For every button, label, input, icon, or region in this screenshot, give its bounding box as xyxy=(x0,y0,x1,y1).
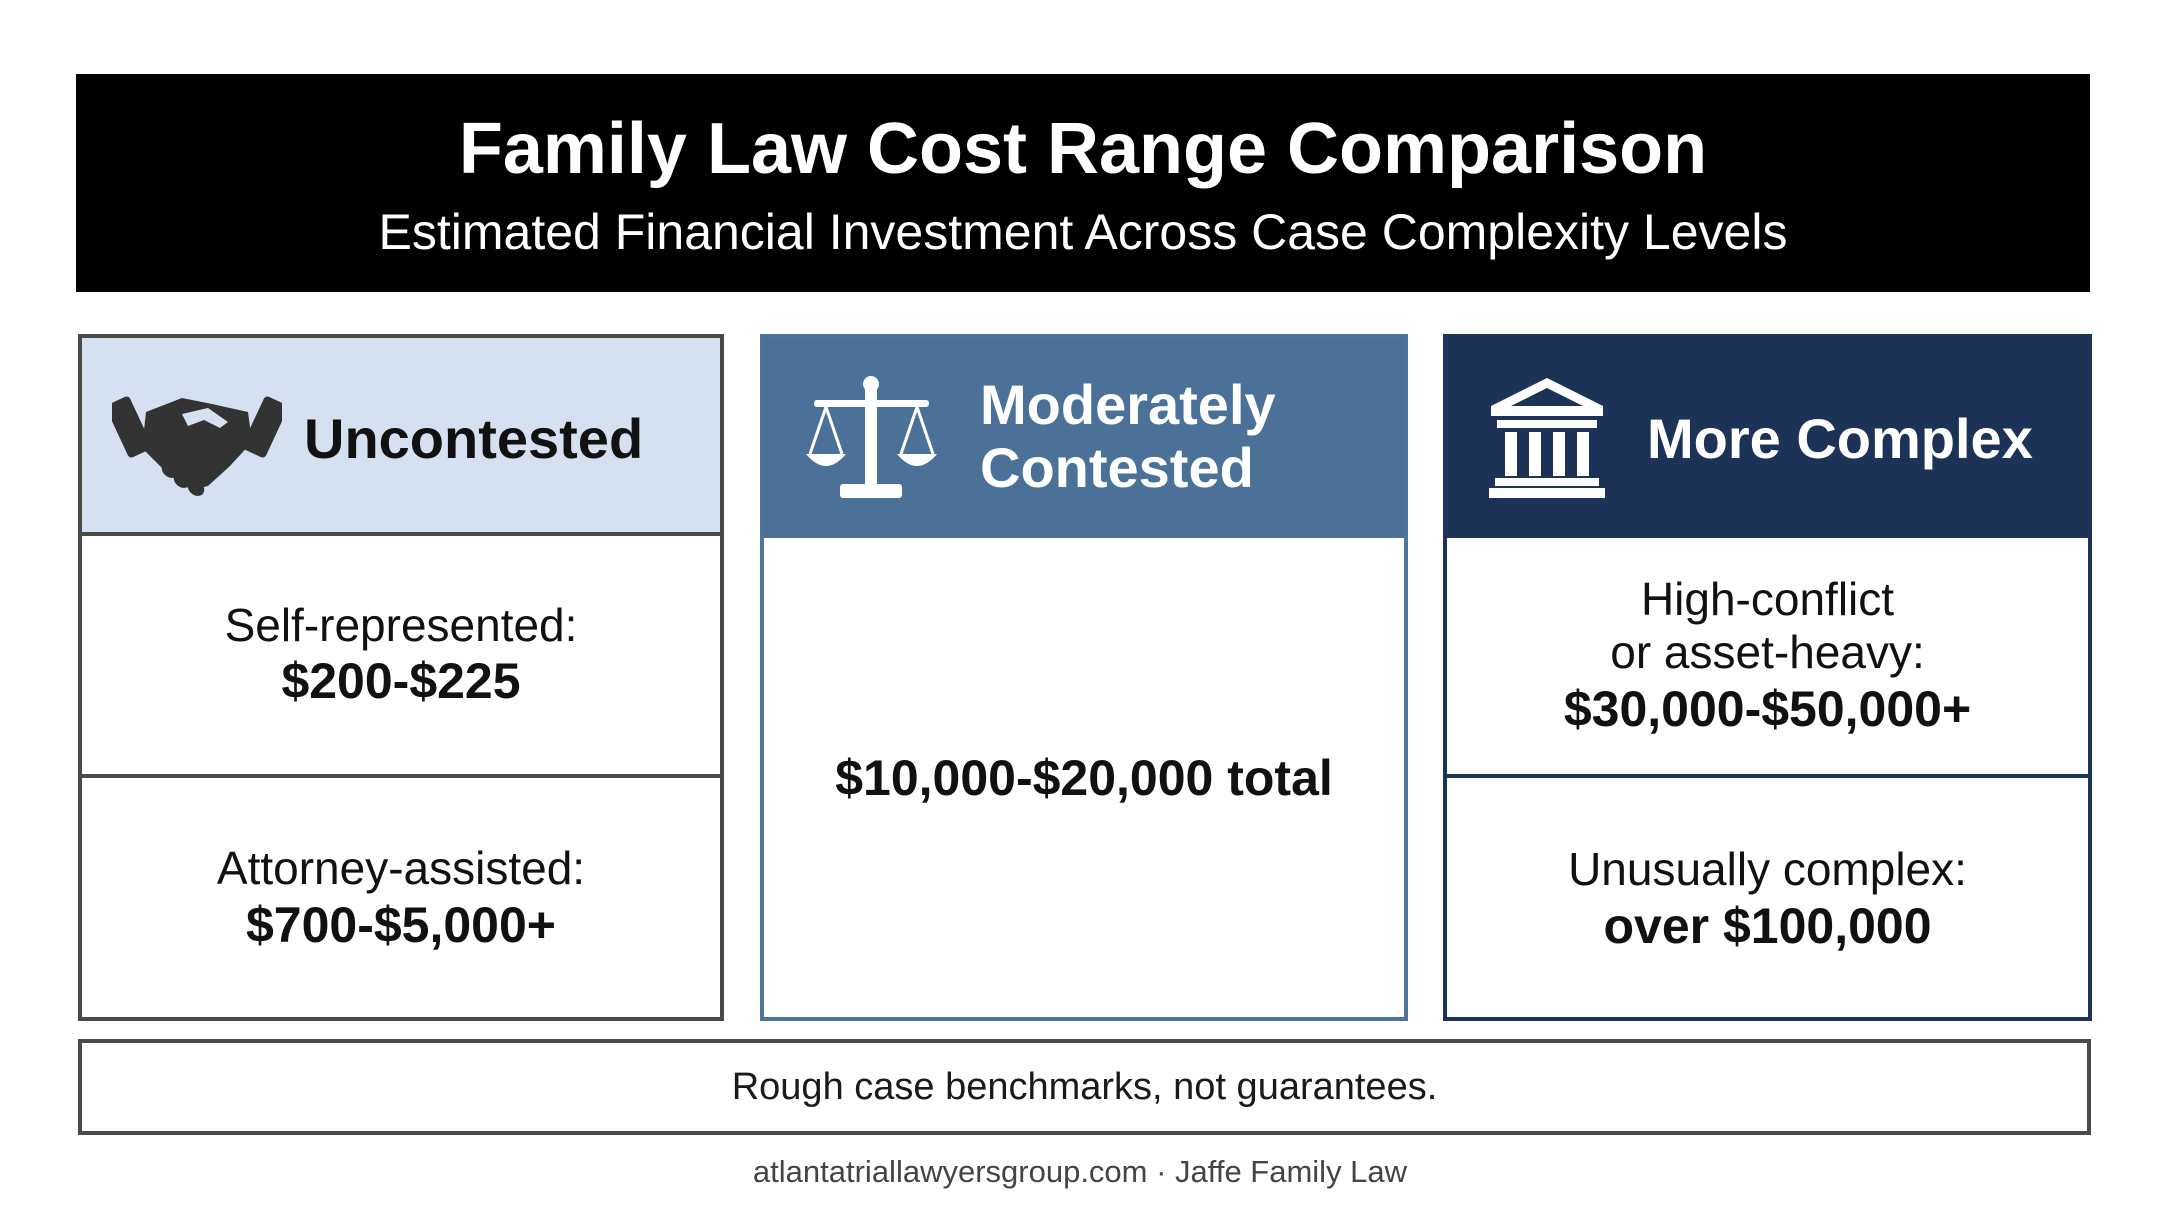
attorney-assisted-label: Attorney-assisted: xyxy=(216,842,586,895)
handshake-icon xyxy=(106,378,288,498)
moderately-contested-card: Moderately Contested $10,000-$20,000 tot… xyxy=(760,334,1408,1021)
moderately-contested-title-line1: Moderately xyxy=(980,373,1276,436)
uncontested-card-header: Uncontested xyxy=(82,338,720,536)
high-conflict-amount: $30,000-$50,000+ xyxy=(1563,680,1972,737)
footer-source: atlantatriallawyersgroup.com · Jaffe Fam… xyxy=(752,1154,1408,1189)
self-represented-label: Self-represented: xyxy=(224,598,578,651)
uncontested-title: Uncontested xyxy=(304,407,644,470)
more-complex-card-header: More Complex xyxy=(1447,338,2088,538)
moderately-contested-total-cell: $10,000-$20,000 total xyxy=(764,538,1404,1017)
moderately-contested-title-line2: Contested xyxy=(980,435,1254,499)
attorney-assisted-amount: $700-$5,000+ xyxy=(245,896,556,953)
unusually-complex-amount: over $100,000 xyxy=(1603,897,1932,954)
self-represented-cell: Self-represented: $200-$225 xyxy=(82,536,720,778)
unusually-complex-label: Unusually complex: xyxy=(1568,843,1967,896)
high-conflict-label-line2: or asset-heavy: xyxy=(1610,626,1925,678)
more-complex-title: More Complex xyxy=(1647,407,2033,470)
more-complex-card: More Complex High-conflict or asset-heav… xyxy=(1443,334,2092,1021)
attorney-assisted-cell: Attorney-assisted: $700-$5,000+ xyxy=(82,780,720,1017)
moderately-contested-amount: $10,000-$20,000 total xyxy=(835,749,1333,806)
high-conflict-label-line1: High-conflict xyxy=(1640,573,1895,626)
unusually-complex-cell: Unusually complex: over $100,000 xyxy=(1447,782,2088,1017)
page-title: Family Law Cost Range Comparison xyxy=(458,109,1708,189)
moderately-contested-title: Moderately Contested xyxy=(980,373,1276,499)
disclaimer-note: Rough case benchmarks, not guarantees. xyxy=(78,1039,2091,1135)
high-conflict-cell: High-conflict or asset-heavy: $30,000-$5… xyxy=(1447,538,2088,778)
scales-of-justice-icon xyxy=(804,374,939,504)
uncontested-card: Uncontested Self-represented: $200-$225 … xyxy=(78,334,724,1021)
self-represented-amount: $200-$225 xyxy=(281,653,521,710)
courthouse-icon xyxy=(1487,376,1607,498)
header-banner: Family Law Cost Range Comparison Estimat… xyxy=(76,74,2090,292)
moderately-contested-card-header: Moderately Contested xyxy=(764,338,1404,538)
page-subtitle: Estimated Financial Investment Across Ca… xyxy=(378,204,1788,260)
